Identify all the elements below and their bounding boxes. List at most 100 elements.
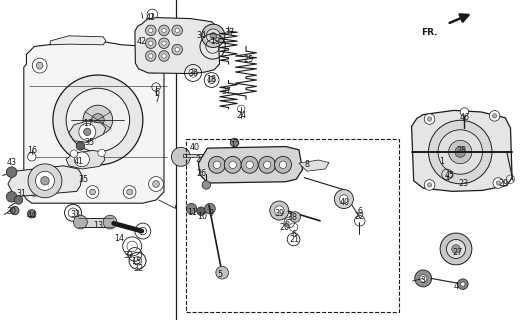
Ellipse shape <box>79 124 96 140</box>
Ellipse shape <box>492 114 497 118</box>
Polygon shape <box>299 160 329 171</box>
Text: 10: 10 <box>197 212 207 221</box>
Ellipse shape <box>458 279 468 290</box>
Ellipse shape <box>14 196 23 204</box>
Text: 1: 1 <box>439 157 444 166</box>
Bar <box>183 154 208 157</box>
Ellipse shape <box>32 175 37 180</box>
Text: 12: 12 <box>230 141 240 150</box>
Text: 44: 44 <box>27 211 37 220</box>
Ellipse shape <box>440 233 472 265</box>
Ellipse shape <box>35 171 54 190</box>
Ellipse shape <box>32 58 47 73</box>
Ellipse shape <box>340 195 348 203</box>
Ellipse shape <box>427 117 432 121</box>
Ellipse shape <box>270 201 289 220</box>
Ellipse shape <box>259 156 276 173</box>
Text: 43: 43 <box>7 158 16 167</box>
Text: 18: 18 <box>207 75 216 84</box>
Text: 26: 26 <box>196 169 207 178</box>
Ellipse shape <box>334 189 353 209</box>
Ellipse shape <box>290 212 300 222</box>
Ellipse shape <box>171 147 190 166</box>
Text: 32: 32 <box>133 264 144 273</box>
Ellipse shape <box>216 266 229 279</box>
Text: 36: 36 <box>189 69 198 78</box>
Ellipse shape <box>424 180 435 190</box>
Polygon shape <box>8 166 82 197</box>
Text: 30: 30 <box>7 207 16 216</box>
Ellipse shape <box>6 167 17 178</box>
Ellipse shape <box>86 186 99 198</box>
Text: 17: 17 <box>83 119 94 128</box>
Ellipse shape <box>162 54 166 58</box>
Text: 6: 6 <box>291 230 297 239</box>
Text: 34: 34 <box>196 31 206 40</box>
Ellipse shape <box>241 156 258 173</box>
Ellipse shape <box>98 149 105 157</box>
Text: 29: 29 <box>498 179 509 188</box>
Ellipse shape <box>208 156 225 173</box>
Ellipse shape <box>149 28 153 33</box>
Ellipse shape <box>428 120 492 184</box>
Ellipse shape <box>424 114 435 124</box>
Text: 40: 40 <box>340 198 350 207</box>
Ellipse shape <box>452 245 460 253</box>
Ellipse shape <box>28 164 62 198</box>
Text: 46: 46 <box>460 113 469 122</box>
Text: 6: 6 <box>285 219 290 228</box>
Ellipse shape <box>197 207 205 215</box>
Ellipse shape <box>202 24 225 47</box>
Ellipse shape <box>206 29 220 43</box>
Ellipse shape <box>90 189 95 195</box>
Polygon shape <box>412 110 512 191</box>
Text: 40: 40 <box>190 143 199 152</box>
Ellipse shape <box>159 25 169 36</box>
Ellipse shape <box>162 41 166 45</box>
Text: 31: 31 <box>16 189 26 198</box>
Text: 35: 35 <box>85 138 95 147</box>
Ellipse shape <box>427 183 432 187</box>
Ellipse shape <box>159 38 169 49</box>
Ellipse shape <box>145 51 156 61</box>
Text: 38: 38 <box>288 213 297 222</box>
Text: 23: 23 <box>458 180 469 188</box>
Ellipse shape <box>449 140 472 164</box>
Ellipse shape <box>74 215 87 229</box>
Text: 42: 42 <box>136 37 147 46</box>
Ellipse shape <box>175 28 179 33</box>
Ellipse shape <box>84 128 91 136</box>
Text: 6: 6 <box>357 207 362 216</box>
Text: 45: 45 <box>445 171 455 180</box>
Polygon shape <box>24 41 175 203</box>
Ellipse shape <box>41 177 49 185</box>
Ellipse shape <box>202 181 211 189</box>
Ellipse shape <box>229 161 236 169</box>
Text: 21: 21 <box>289 235 299 244</box>
Ellipse shape <box>461 282 465 286</box>
Ellipse shape <box>149 177 163 191</box>
Text: 13: 13 <box>93 221 103 230</box>
Text: 39: 39 <box>274 209 285 218</box>
Ellipse shape <box>75 175 82 182</box>
Ellipse shape <box>455 147 466 157</box>
Ellipse shape <box>275 206 284 215</box>
Ellipse shape <box>29 172 40 183</box>
Ellipse shape <box>145 38 156 49</box>
Text: 19: 19 <box>209 37 220 46</box>
Polygon shape <box>69 121 106 142</box>
Text: 35: 35 <box>78 175 88 184</box>
Ellipse shape <box>31 186 38 192</box>
Ellipse shape <box>53 75 143 165</box>
Text: 4: 4 <box>453 282 459 291</box>
Ellipse shape <box>6 191 17 202</box>
Ellipse shape <box>263 161 271 169</box>
Ellipse shape <box>92 114 104 126</box>
Text: 27: 27 <box>452 248 463 257</box>
Text: 3: 3 <box>421 276 426 285</box>
Text: 15: 15 <box>131 257 142 266</box>
Ellipse shape <box>11 206 19 215</box>
Ellipse shape <box>75 152 89 167</box>
Ellipse shape <box>230 138 239 147</box>
Ellipse shape <box>172 44 183 55</box>
